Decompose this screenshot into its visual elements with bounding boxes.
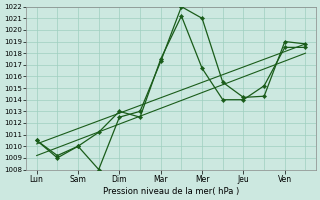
X-axis label: Pression niveau de la mer( hPa ): Pression niveau de la mer( hPa ) [103,187,239,196]
